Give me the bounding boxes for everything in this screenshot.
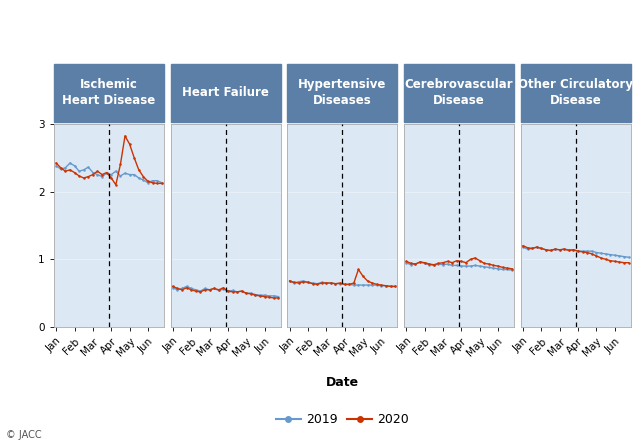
Legend: 2019, 2020: 2019, 2020: [271, 408, 414, 431]
Text: © JACC: © JACC: [6, 430, 42, 440]
Text: Date: Date: [326, 376, 359, 389]
Text: Other Circulatory
Disease: Other Circulatory Disease: [518, 78, 633, 107]
Text: Cerebrovascular
Disease: Cerebrovascular Disease: [404, 78, 514, 107]
Text: Ischemic
Heart Disease: Ischemic Heart Disease: [62, 78, 155, 107]
Text: Hypertensive
Diseases: Hypertensive Diseases: [298, 78, 387, 107]
Text: Heart Failure: Heart Failure: [182, 86, 269, 99]
